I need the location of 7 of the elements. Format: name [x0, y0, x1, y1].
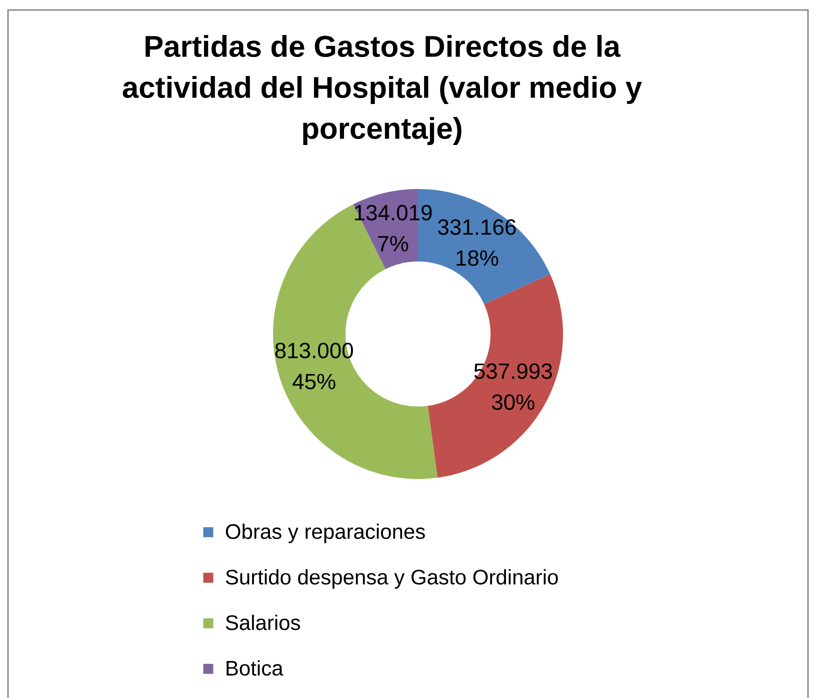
data-label: 331.166 18% — [438, 219, 516, 266]
legend-label: Botica — [226, 660, 284, 676]
legend-label: Surtido despensa y Gasto Ordinario — [226, 569, 558, 589]
legend-label: Obras y reparaciones — [226, 524, 425, 544]
data-label: 134.019 7% — [354, 204, 432, 252]
chart-title: Partidas de Gastos Directos de la actividad del Hospital (valor medio y porcentaje) — [122, 34, 642, 145]
legend-label: Salarios — [226, 614, 300, 630]
